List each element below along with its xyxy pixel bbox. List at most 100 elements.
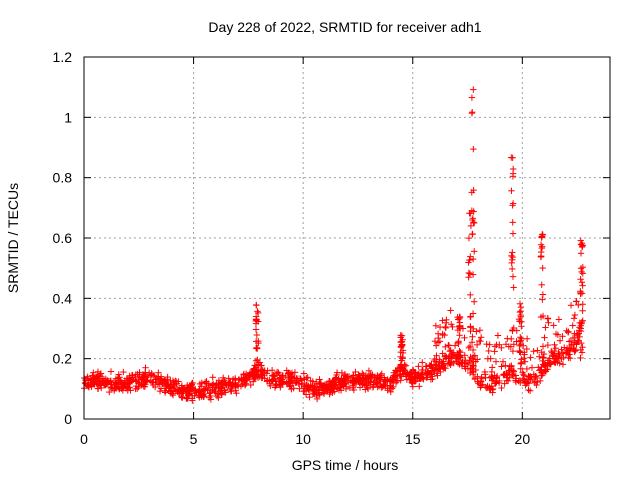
data-point	[433, 362, 440, 369]
data-point	[461, 352, 468, 359]
data-point	[556, 337, 564, 344]
data-point	[347, 377, 354, 385]
y-tick-label: 0	[64, 411, 72, 427]
data-point	[419, 371, 427, 378]
data-point	[264, 367, 271, 374]
data-point	[539, 296, 546, 303]
data-point	[518, 323, 525, 330]
data-point	[509, 219, 516, 226]
data-point	[98, 384, 105, 392]
data-point	[469, 346, 477, 354]
data-point	[539, 343, 547, 350]
data-point	[252, 344, 260, 352]
data-point	[465, 269, 473, 277]
data-point	[359, 381, 367, 388]
data-point	[330, 385, 338, 393]
data-point	[320, 382, 327, 389]
data-point	[278, 381, 286, 388]
data-point	[483, 340, 490, 348]
data-point	[203, 380, 210, 387]
data-point	[527, 354, 534, 361]
data-point	[517, 311, 524, 319]
data-point	[552, 359, 559, 366]
data-point	[397, 343, 405, 350]
data-point	[523, 345, 531, 353]
data-point	[491, 372, 498, 379]
data-point	[362, 374, 370, 381]
data-point	[257, 365, 265, 373]
data-point	[519, 375, 527, 382]
data-point	[164, 373, 171, 381]
data-point	[468, 109, 476, 117]
data-point	[477, 384, 484, 391]
y-tick-label: 1.2	[53, 49, 73, 65]
data-point	[178, 394, 186, 401]
data-point	[159, 379, 166, 387]
data-point	[523, 335, 531, 342]
data-point	[225, 379, 233, 387]
data-point	[537, 366, 545, 374]
data-point	[338, 375, 345, 382]
data-point	[255, 361, 262, 368]
y-axis-label: SRMTID / TECUs	[5, 183, 21, 293]
data-point	[476, 337, 483, 345]
data-point	[570, 315, 578, 322]
data-point	[398, 357, 405, 364]
data-point	[523, 379, 531, 386]
data-point	[337, 387, 345, 394]
data-point	[350, 372, 357, 379]
data-point	[573, 298, 580, 305]
data-point	[134, 371, 141, 378]
data-point	[387, 388, 394, 396]
data-point	[482, 384, 490, 391]
data-point	[477, 334, 485, 341]
data-point	[184, 382, 191, 389]
data-point	[579, 301, 586, 308]
data-point	[415, 370, 422, 377]
data-point	[87, 375, 94, 383]
data-point	[412, 369, 419, 377]
data-point	[116, 374, 123, 381]
data-point	[571, 330, 578, 337]
data-point	[209, 374, 216, 381]
data-point	[271, 384, 279, 391]
data-point	[252, 338, 260, 345]
data-point	[509, 326, 516, 334]
data-point	[579, 270, 587, 277]
data-point	[373, 374, 381, 382]
data-point	[166, 384, 173, 391]
data-point	[253, 331, 261, 339]
data-point	[196, 391, 204, 399]
data-point	[509, 165, 517, 173]
data-point	[442, 355, 450, 362]
data-point	[544, 359, 551, 366]
data-point	[416, 383, 423, 390]
data-point	[539, 264, 546, 272]
data-point	[356, 384, 364, 391]
data-point	[141, 369, 149, 376]
data-point	[106, 388, 113, 396]
data-point	[436, 323, 444, 331]
data-point	[520, 372, 528, 379]
data-point	[485, 347, 492, 355]
data-point	[292, 379, 299, 386]
data-point	[312, 378, 320, 386]
data-point	[518, 356, 525, 363]
data-point	[509, 173, 517, 180]
data-point	[470, 248, 478, 255]
data-point	[273, 368, 281, 376]
data-point	[574, 331, 581, 339]
data-point	[469, 230, 476, 238]
data-point	[307, 377, 314, 384]
data-point	[530, 348, 537, 355]
data-point	[342, 385, 350, 393]
data-point	[566, 351, 573, 358]
data-point	[565, 328, 572, 335]
x-tick-label: 20	[515, 431, 531, 447]
data-point	[487, 385, 494, 392]
data-point	[456, 361, 463, 368]
data-point	[442, 343, 449, 351]
data-point	[445, 354, 452, 361]
data-point	[352, 368, 359, 376]
data-point	[446, 348, 454, 355]
